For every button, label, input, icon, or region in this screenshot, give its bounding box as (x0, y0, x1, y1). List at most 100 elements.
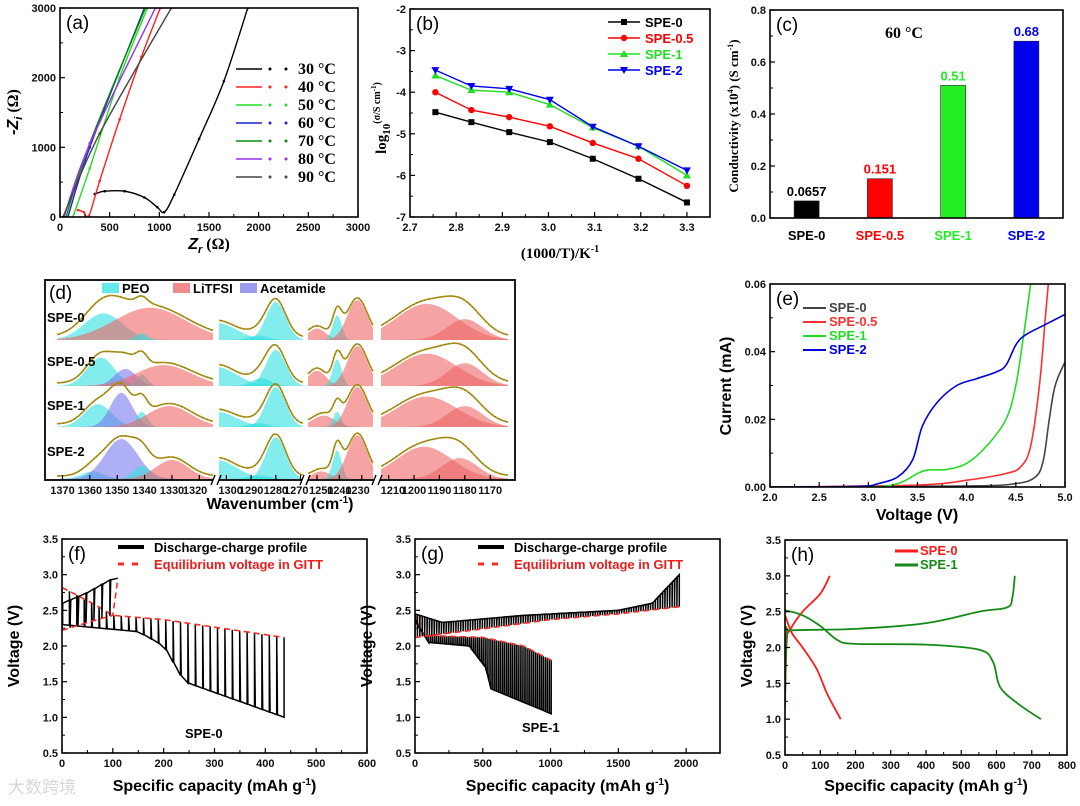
plot-frame (769, 283, 1066, 488)
spectrum-data-points (218, 433, 304, 476)
panel-label: (h) (791, 545, 814, 566)
y-axis-label-mid: ) (S cm (726, 50, 741, 89)
marker-circle (635, 155, 642, 162)
legend-label: SPE-0.5 (645, 31, 693, 46)
charge-equilibrium-voltage (415, 605, 680, 639)
sample-label: SPE-0.5 (47, 354, 95, 369)
x-axis-label-unit: (Ω) (202, 236, 229, 253)
y-tick-label: 1.0 (396, 712, 411, 724)
charge-profile (415, 572, 681, 638)
y-tick-label: -7 (396, 212, 406, 224)
marker-triangle-up (620, 50, 628, 57)
x-axis-label: Specific capacity (mAh g-1) (824, 777, 1028, 795)
panel-label: (b) (416, 14, 439, 35)
x-tick-label: 0 (57, 222, 63, 234)
y-tick-label: 1.0 (43, 712, 58, 724)
fitted-component-peo (219, 323, 303, 340)
fitted-component-peo (219, 349, 303, 386)
impedance-curve (63, 8, 157, 217)
y-axis-label: Voltage (V) (6, 605, 23, 687)
x-axis-label: Specific capacity (mAh g-1) (113, 777, 317, 795)
fitted-component-peo (219, 387, 303, 427)
data-point (163, 210, 166, 214)
y-tick-label: 0.8 (751, 5, 766, 17)
x-tick-label: 1000 (538, 758, 562, 770)
watermark-logo: 大数跨境 (8, 778, 76, 798)
x-tick-label: 1250 (309, 485, 333, 497)
legend-label: SPE-0 (645, 15, 683, 30)
plot-area (431, 67, 691, 206)
x-tick-label: 1270 (284, 485, 308, 497)
plot-area (793, 40, 1040, 218)
marker-triangle-down (505, 85, 514, 93)
y-tick-label: 1000 (32, 142, 56, 154)
x-axis-label-text: Specific capacity (mAh g (824, 778, 1013, 795)
fitted-component-peo (57, 404, 213, 427)
axis-break (374, 475, 380, 485)
y-axis-label-sup: 4 (726, 89, 735, 93)
y-tick-label: 0.00 (745, 482, 766, 494)
marker-circle (468, 106, 475, 114)
fitted-component-peo (308, 450, 373, 479)
plot-area (61, 8, 250, 217)
y-tick-label: 0.6 (751, 57, 766, 69)
spectrum-data-points (218, 344, 304, 383)
fitted-component-peo (219, 378, 303, 386)
x-tick-label: 1170 (478, 485, 502, 497)
lsv-curve (770, 284, 1050, 487)
plot-area (62, 577, 285, 719)
data-point (98, 179, 102, 183)
bar-value-label: 0.51 (940, 68, 965, 83)
x-tick-label: 1000 (147, 222, 171, 234)
x-axis-label: Zr (Ω) (187, 236, 230, 256)
panel-label: (f) (68, 544, 86, 565)
legend-swatch (102, 283, 119, 293)
legend-marker (284, 121, 288, 125)
fitted-component-litfsi (308, 328, 373, 340)
category-label: SPE-0.5 (856, 228, 904, 243)
y-tick-label: 0.5 (43, 748, 58, 760)
x-tick-label: 2000 (674, 758, 698, 770)
y-tick-label: 3.0 (766, 571, 781, 583)
y-axis-label: -Zi (Ω) (5, 89, 25, 135)
marker-triangle-down (634, 143, 643, 151)
marker-square (589, 155, 596, 162)
discharge-curve (785, 614, 842, 720)
bar (793, 200, 820, 218)
y-tick-label: 2000 (32, 73, 56, 85)
marker-circle (506, 113, 513, 121)
y-tick-label: 1.5 (396, 677, 411, 689)
data-point (172, 193, 176, 197)
y-axis-label: log10(σ/S cm-1) (370, 82, 393, 154)
x-tick-label: 400 (917, 760, 935, 772)
x-tick-label: 2.9 (495, 222, 510, 234)
fitted-component-litfsi (308, 471, 373, 479)
y-axis-label-sup2: -1 (726, 44, 735, 51)
spectrum-envelope (218, 383, 304, 424)
y-tick-label: 3000 (32, 3, 56, 15)
y-tick-label: -3 (396, 46, 406, 58)
discharge-profile (415, 613, 552, 715)
legend-swatch (173, 283, 190, 293)
x-tick-label: 1280 (264, 485, 288, 497)
sample-annotation: SPE-0 (185, 726, 223, 741)
legend-marker (268, 175, 272, 179)
fitted-component-peo (219, 335, 303, 340)
impedance-curve (62, 8, 172, 217)
y-axis-label-main: log (374, 134, 390, 154)
marker-circle (546, 123, 554, 130)
marker-triangle-up (431, 71, 440, 79)
charge-profile (62, 577, 119, 631)
y-axis-label-sub: i (13, 116, 25, 120)
legend-marker (268, 67, 272, 71)
data-point (88, 142, 92, 146)
y-tick-label: 3.5 (43, 534, 58, 546)
legend-marker (284, 139, 288, 143)
marker-square (468, 119, 475, 126)
y-tick-label: 3.5 (396, 534, 411, 546)
y-tick-label: 2.0 (43, 641, 58, 653)
plot-area (770, 284, 1065, 487)
legend-label: 90 °C (298, 169, 336, 186)
marker-triangle-down (467, 82, 476, 90)
x-tick-label: 300 (882, 760, 900, 772)
